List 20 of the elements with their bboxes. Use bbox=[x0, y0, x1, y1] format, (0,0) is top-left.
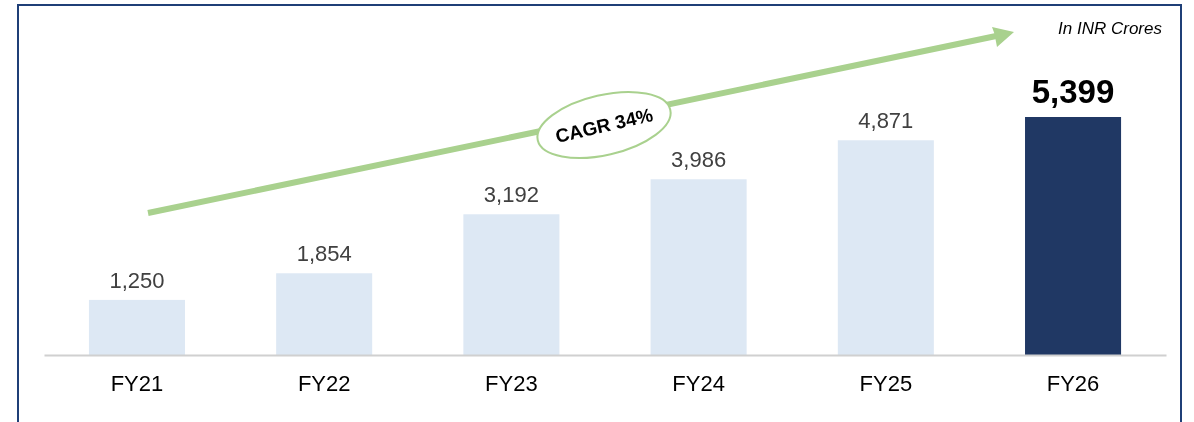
x-tick-label: FY25 bbox=[859, 370, 913, 396]
data-label: 4,871 bbox=[858, 108, 914, 134]
x-tick-label: FY24 bbox=[672, 370, 725, 396]
bar bbox=[463, 214, 560, 355]
x-tick-label: FY23 bbox=[485, 370, 538, 396]
bar bbox=[88, 299, 185, 355]
data-label: 1,854 bbox=[296, 241, 352, 267]
data-label: 3,192 bbox=[483, 182, 539, 208]
text: In INR Crores bbox=[1058, 19, 1163, 38]
bar bbox=[650, 179, 747, 355]
bar bbox=[1025, 117, 1122, 355]
x-tick-label: FY22 bbox=[297, 370, 351, 396]
x-tick-label: FY26 bbox=[1046, 370, 1100, 396]
annotation: CAGR 34% bbox=[553, 104, 655, 147]
x-tick-label: FY21 bbox=[110, 370, 164, 396]
data-label: 1,250 bbox=[109, 267, 165, 293]
bar bbox=[837, 140, 934, 355]
data-label: 5,399 bbox=[1031, 73, 1115, 110]
data-label: 3,986 bbox=[671, 147, 727, 173]
bar bbox=[276, 273, 373, 355]
